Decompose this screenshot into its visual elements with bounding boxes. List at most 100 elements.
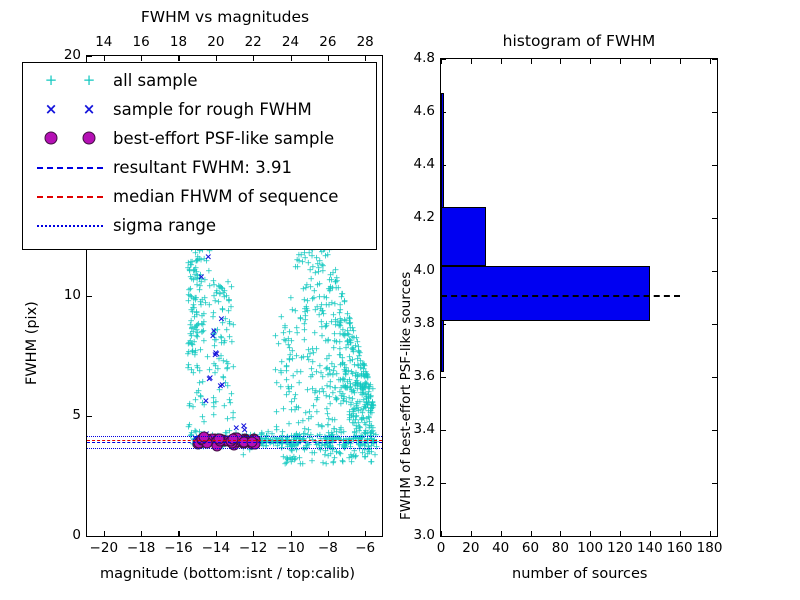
scatter-point-all-sample: + — [319, 309, 328, 320]
scatter-point-all-sample: + — [358, 414, 366, 425]
scatter-point-all-sample: + — [302, 304, 311, 315]
scatter-point-all-sample: + — [306, 349, 314, 360]
scatter-point-all-sample: + — [196, 297, 205, 308]
y-tick — [87, 536, 92, 538]
scatter-point-all-sample: + — [332, 395, 341, 406]
scatter-point-all-sample: + — [317, 441, 326, 452]
scatter-point-all-sample: + — [301, 424, 309, 435]
scatter-point-all-sample: + — [317, 300, 326, 311]
scatter-point-all-sample: + — [205, 300, 214, 311]
scatter-point-all-sample: + — [310, 448, 319, 459]
scatter-point-all-sample: + — [324, 428, 333, 439]
scatter-point-all-sample: + — [191, 248, 200, 259]
scatter-point-all-sample: + — [338, 375, 347, 386]
scatter-point-all-sample: + — [315, 310, 323, 321]
scatter-point-all-sample: + — [336, 314, 344, 325]
scatter-point-all-sample: + — [331, 435, 340, 446]
scatter-point-all-sample: + — [363, 379, 371, 390]
scatter-point-all-sample: + — [365, 413, 373, 424]
scatter-point-all-sample: + — [352, 404, 360, 415]
scatter-point-all-sample: + — [331, 415, 339, 426]
plus-icon: + — [44, 71, 58, 89]
scatter-point-all-sample: + — [313, 407, 321, 418]
scatter-point-all-sample: + — [209, 312, 217, 323]
legend-item[interactable]: median FHWM of sequence — [27, 185, 338, 207]
scatter-point-all-sample: + — [229, 320, 238, 331]
scatter-point-all-sample: + — [191, 322, 199, 333]
hist-x-tick-label: 20 — [462, 540, 480, 556]
scatter-point-all-sample: + — [303, 352, 312, 363]
hist-x-tick-top — [649, 59, 651, 64]
scatter-point-all-sample: + — [322, 364, 330, 375]
scatter-point-all-sample: + — [253, 435, 262, 446]
scatter-point-all-sample: + — [367, 391, 375, 402]
scatter-point-all-sample: + — [338, 289, 347, 300]
scatter-point-all-sample: + — [333, 394, 341, 405]
scatter-point-all-sample: + — [339, 396, 347, 407]
scatter-point-all-sample: + — [358, 382, 366, 393]
scatter-point-all-sample: + — [319, 306, 327, 317]
scatter-point-all-sample: + — [341, 382, 349, 392]
scatter-point-all-sample: + — [349, 345, 357, 356]
scatter-point-all-sample: + — [337, 428, 345, 439]
scatter-point-all-sample: + — [189, 402, 197, 413]
scatter-point-all-sample: + — [329, 458, 337, 469]
scatter-point-all-sample: + — [307, 274, 315, 285]
scatter-point-all-sample: + — [357, 415, 366, 426]
scatter-point-all-sample: + — [210, 410, 218, 421]
hist-x-tick-top — [500, 59, 502, 64]
x-tick-label: −12 — [238, 540, 268, 556]
scatter-point-all-sample: + — [319, 266, 327, 277]
scatter-point-all-sample: + — [200, 336, 208, 347]
scatter-point-rough-sample: × — [202, 396, 210, 407]
scatter-point-all-sample: + — [366, 380, 375, 391]
scatter-point-all-sample: + — [198, 398, 207, 409]
scatter-point-all-sample: + — [285, 355, 294, 366]
legend-item[interactable]: sigma range — [27, 214, 216, 236]
scatter-point-all-sample: + — [325, 351, 333, 362]
scatter-point-all-sample: + — [359, 360, 368, 371]
scatter-point-all-sample: + — [218, 305, 227, 316]
scatter-point-all-sample: + — [353, 397, 362, 408]
scatter-point-all-sample: + — [340, 297, 349, 307]
scatter-point-all-sample: + — [192, 331, 201, 342]
legend-box: + + all sample × × sample for rough FWHM best-… — [22, 62, 377, 250]
scatter-point-all-sample: + — [290, 394, 299, 405]
scatter-point-rough-sample: × — [205, 374, 213, 385]
scatter-point-all-sample: + — [360, 383, 369, 394]
x-tick — [103, 531, 105, 536]
scatter-point-all-sample: + — [187, 365, 196, 376]
reference-line-sigma-lower — [87, 448, 382, 450]
scatter-point-all-sample: + — [229, 362, 238, 373]
dash-dot-line-icon — [37, 225, 103, 227]
scatter-point-all-sample: + — [216, 282, 225, 293]
scatter-point-all-sample: + — [301, 315, 310, 326]
scatter-point-all-sample: + — [308, 384, 317, 395]
scatter-point-all-sample: + — [331, 299, 339, 310]
scatter-point-all-sample: + — [331, 315, 340, 326]
legend-item[interactable]: resultant FWHM: 3.91 — [27, 156, 292, 178]
legend-item[interactable]: × × sample for rough FWHM — [27, 98, 312, 120]
hist-x-tick-top — [590, 59, 592, 64]
scatter-point-all-sample: + — [362, 379, 370, 390]
scatter-point-all-sample: + — [341, 367, 350, 378]
scatter-point-all-sample: + — [279, 404, 288, 415]
scatter-point-all-sample: + — [331, 393, 340, 404]
scatter-point-rough-sample: × — [239, 421, 248, 432]
hist-x-tick — [620, 531, 622, 536]
legend-item[interactable]: best-effort PSF-like sample — [27, 127, 334, 149]
plus-icon: + + — [27, 69, 113, 91]
scatter-point-all-sample: + — [320, 292, 328, 303]
scatter-point-all-sample: + — [352, 399, 361, 410]
scatter-point-all-sample: + — [188, 274, 196, 285]
hist-x-tick-label: 80 — [551, 540, 569, 556]
scatter-point-all-sample: + — [329, 366, 338, 377]
scatter-point-all-sample: + — [351, 378, 360, 389]
scatter-point-all-sample: + — [339, 358, 347, 368]
scatter-point-all-sample: + — [218, 304, 227, 315]
scatter-point-all-sample: + — [193, 310, 201, 321]
scatter-point-all-sample: + — [347, 411, 356, 422]
scatter-point-all-sample: + — [277, 366, 285, 377]
scatter-point-all-sample: + — [333, 317, 341, 328]
legend-item[interactable]: + + all sample — [27, 69, 198, 91]
